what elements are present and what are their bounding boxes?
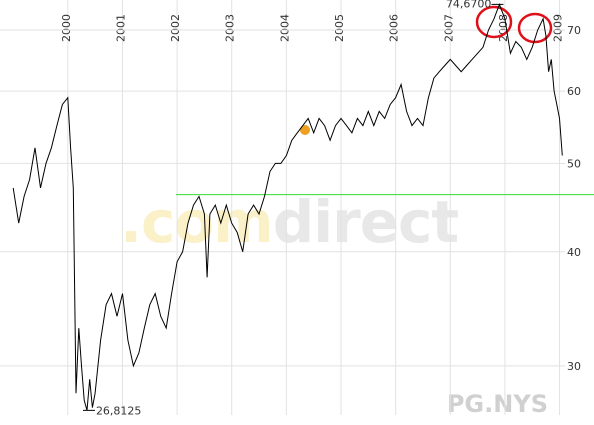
watermark: PG.NYS bbox=[447, 390, 548, 418]
highlight-circle bbox=[475, 5, 513, 39]
x-tick-label: 2000 bbox=[60, 14, 73, 42]
x-tick-label: 2006 bbox=[388, 14, 401, 42]
x-tick-label: 2007 bbox=[442, 14, 455, 42]
y-tick-label: 70 bbox=[567, 24, 581, 37]
watermark-part: .com bbox=[120, 188, 273, 256]
annotation-label: 26,8125 bbox=[96, 404, 142, 417]
price-line bbox=[12, 2, 563, 411]
annotation-label: 74,6700 bbox=[446, 0, 492, 10]
x-tick-label: 2009 bbox=[552, 14, 565, 42]
watermark-part: direct bbox=[273, 188, 459, 256]
dividend-marker bbox=[300, 125, 310, 135]
x-tick-label: 2004 bbox=[278, 14, 291, 42]
y-tick-label: 60 bbox=[567, 85, 581, 98]
y-tick-label: 40 bbox=[567, 246, 581, 259]
watermark: .comdirect bbox=[120, 188, 458, 256]
y-tick-label: 30 bbox=[567, 360, 581, 373]
x-tick-label: 2002 bbox=[169, 14, 182, 42]
x-tick-label: 2003 bbox=[224, 14, 237, 42]
x-tick-label: 2001 bbox=[114, 14, 127, 42]
y-tick-label: 50 bbox=[567, 157, 581, 170]
x-tick-label: 2005 bbox=[333, 14, 346, 42]
highlight-circle bbox=[517, 12, 553, 44]
